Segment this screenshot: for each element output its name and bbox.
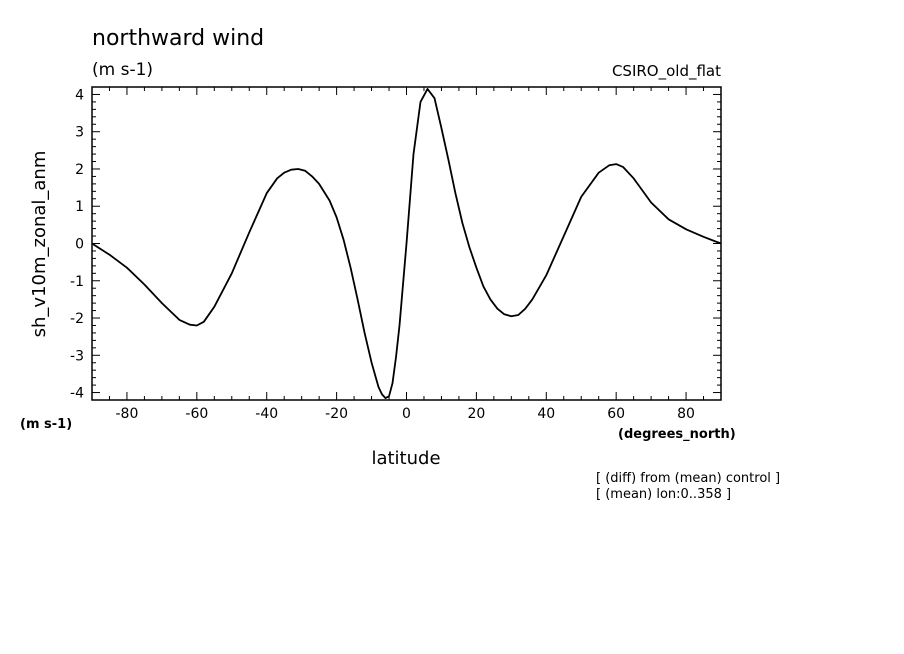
y-tick-label: -3 — [70, 348, 84, 364]
x-tick-label: 20 — [467, 406, 485, 422]
y-tick-label: -2 — [70, 311, 84, 327]
y-tick-label: 3 — [75, 125, 84, 141]
series-line-0 — [91, 88, 722, 400]
y-tick-label: 0 — [75, 237, 84, 253]
y-tick-label: 1 — [75, 199, 84, 215]
x-axis-title: latitude — [371, 448, 440, 469]
y-tick-label: -4 — [70, 386, 84, 402]
x-tick-label: 40 — [537, 406, 555, 422]
series-layer — [91, 88, 722, 400]
x-ticks: -80 -60 -40 -20 0 20 40 60 80 — [91, 87, 722, 422]
x-tick-label: -80 — [116, 406, 139, 422]
y-ticks: -4 -3 -2 -1 0 1 2 3 4 — [70, 86, 721, 402]
y-tick-label: 2 — [75, 162, 84, 178]
x-axis-units: (degrees_north) — [618, 427, 736, 442]
x-tick-label: 60 — [607, 406, 625, 422]
note-diff: [ (diff) from (mean) control ] — [596, 471, 780, 486]
x-tick-label: 80 — [677, 406, 695, 422]
y-tick-label: 4 — [75, 87, 84, 103]
y-axis-units: (m s-1) — [20, 417, 72, 432]
x-tick-label: -20 — [325, 406, 348, 422]
note-mean: [ (mean) lon:0..358 ] — [596, 487, 731, 502]
x-tick-label: 0 — [402, 406, 411, 422]
y-tick-label: -1 — [70, 274, 84, 290]
x-tick-label: -40 — [255, 406, 278, 422]
chart-units: (m s-1) — [92, 60, 153, 80]
x-tick-label: -60 — [185, 406, 208, 422]
model-label: CSIRO_old_flat — [612, 62, 721, 81]
chart-title: northward wind — [92, 26, 264, 51]
y-axis-title: sh_v10m_zonal_anm — [29, 151, 50, 338]
